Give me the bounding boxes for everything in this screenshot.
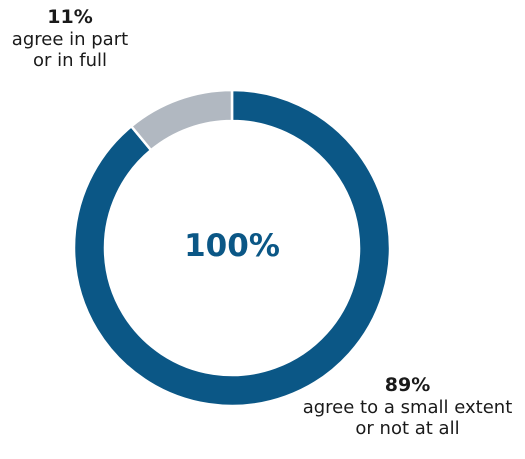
slice-label-large: 89% agree to a small extent or not at al… xyxy=(285,374,525,440)
slice-desc-large-line1: agree to a small extent xyxy=(302,396,513,418)
slice-desc-small-line2: or in full xyxy=(32,50,107,72)
donut-slice-small xyxy=(129,88,234,152)
slice-desc-large-line2: or not at all xyxy=(355,418,460,440)
slice-desc-small-line1: agree in part xyxy=(11,28,129,50)
slice-pct-small: 11% xyxy=(47,6,93,28)
slice-label-small: 11% agree in part or in full xyxy=(0,6,140,72)
center-total-label: 100% xyxy=(184,228,280,264)
slice-pct-large: 89% xyxy=(384,374,431,396)
donut-slice-large xyxy=(72,88,392,408)
